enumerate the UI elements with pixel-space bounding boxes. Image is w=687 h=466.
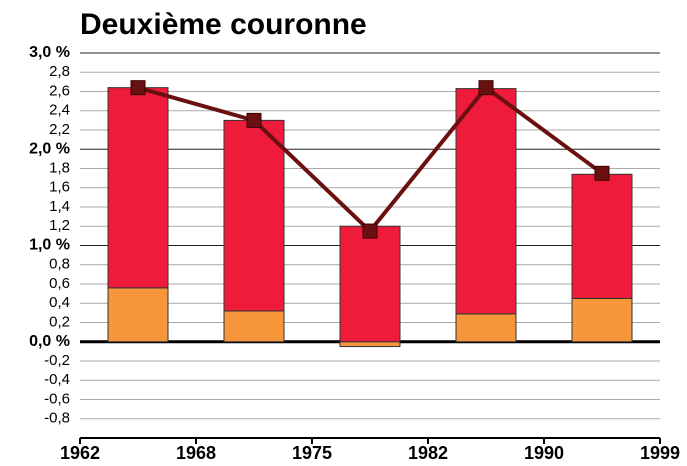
y-tick-label: -0,8 [44, 410, 70, 427]
y-tick-label: -0,6 [44, 390, 70, 407]
y-tick-label: -0,2 [44, 352, 70, 369]
x-tick-label: 1990 [524, 443, 564, 463]
y-tick-label: 0,2 [49, 313, 70, 330]
bar-segment [339, 341, 401, 348]
y-tick-label: 2,6 [49, 82, 70, 99]
line-marker [362, 223, 378, 239]
bar-segment [455, 88, 517, 315]
y-tick-label: 1,2 [49, 217, 70, 234]
y-tick-label: 2,8 [49, 63, 70, 80]
bar-segment [571, 173, 633, 299]
line [137, 84, 604, 235]
x-tick-label: 1975 [292, 443, 332, 463]
y-tick-label: -0,4 [44, 371, 70, 388]
x-tick-label: 1962 [60, 443, 100, 463]
chart-title: Deuxième couronne [80, 8, 367, 41]
y-tick-label: 2,4 [49, 102, 70, 119]
y-tick-label: 2,2 [49, 121, 70, 138]
y-tick-label: 2,0 % [29, 140, 70, 157]
y-tick-label: 1,0 % [29, 237, 70, 254]
y-tick-label: 3,0 % [29, 44, 70, 61]
y-tick-label: 0,4 [49, 294, 70, 311]
line-marker [130, 80, 146, 96]
line-marker [594, 165, 610, 181]
bar-segment [571, 297, 633, 343]
y-tick-label: 0,6 [49, 275, 70, 292]
x-tick-label: 1999 [640, 443, 680, 463]
bar-segment [339, 225, 401, 343]
x-tick-label: 1968 [176, 443, 216, 463]
line-marker [478, 80, 494, 96]
line-marker [246, 112, 262, 128]
bar-segment [223, 119, 285, 312]
y-tick-label: 0,0 % [29, 333, 70, 350]
bar-segment [223, 310, 285, 343]
bar-segment [107, 287, 169, 343]
y-tick-label: 0,8 [49, 256, 70, 273]
y-tick-label: 1,8 [49, 159, 70, 176]
y-tick-label: 1,4 [49, 198, 70, 215]
bar-segment [107, 87, 169, 289]
x-tick-label: 1982 [408, 443, 448, 463]
y-tick-label: 1,6 [49, 179, 70, 196]
bar-segment [455, 313, 517, 343]
